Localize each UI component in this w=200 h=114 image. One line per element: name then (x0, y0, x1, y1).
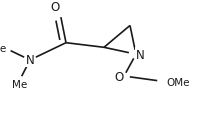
Text: Me: Me (0, 44, 6, 54)
Text: N: N (26, 54, 34, 67)
Text: O: O (51, 1, 60, 14)
Text: O: O (115, 70, 124, 83)
Text: N: N (136, 48, 145, 61)
Text: OMe: OMe (166, 77, 190, 87)
Text: Me: Me (12, 80, 28, 90)
